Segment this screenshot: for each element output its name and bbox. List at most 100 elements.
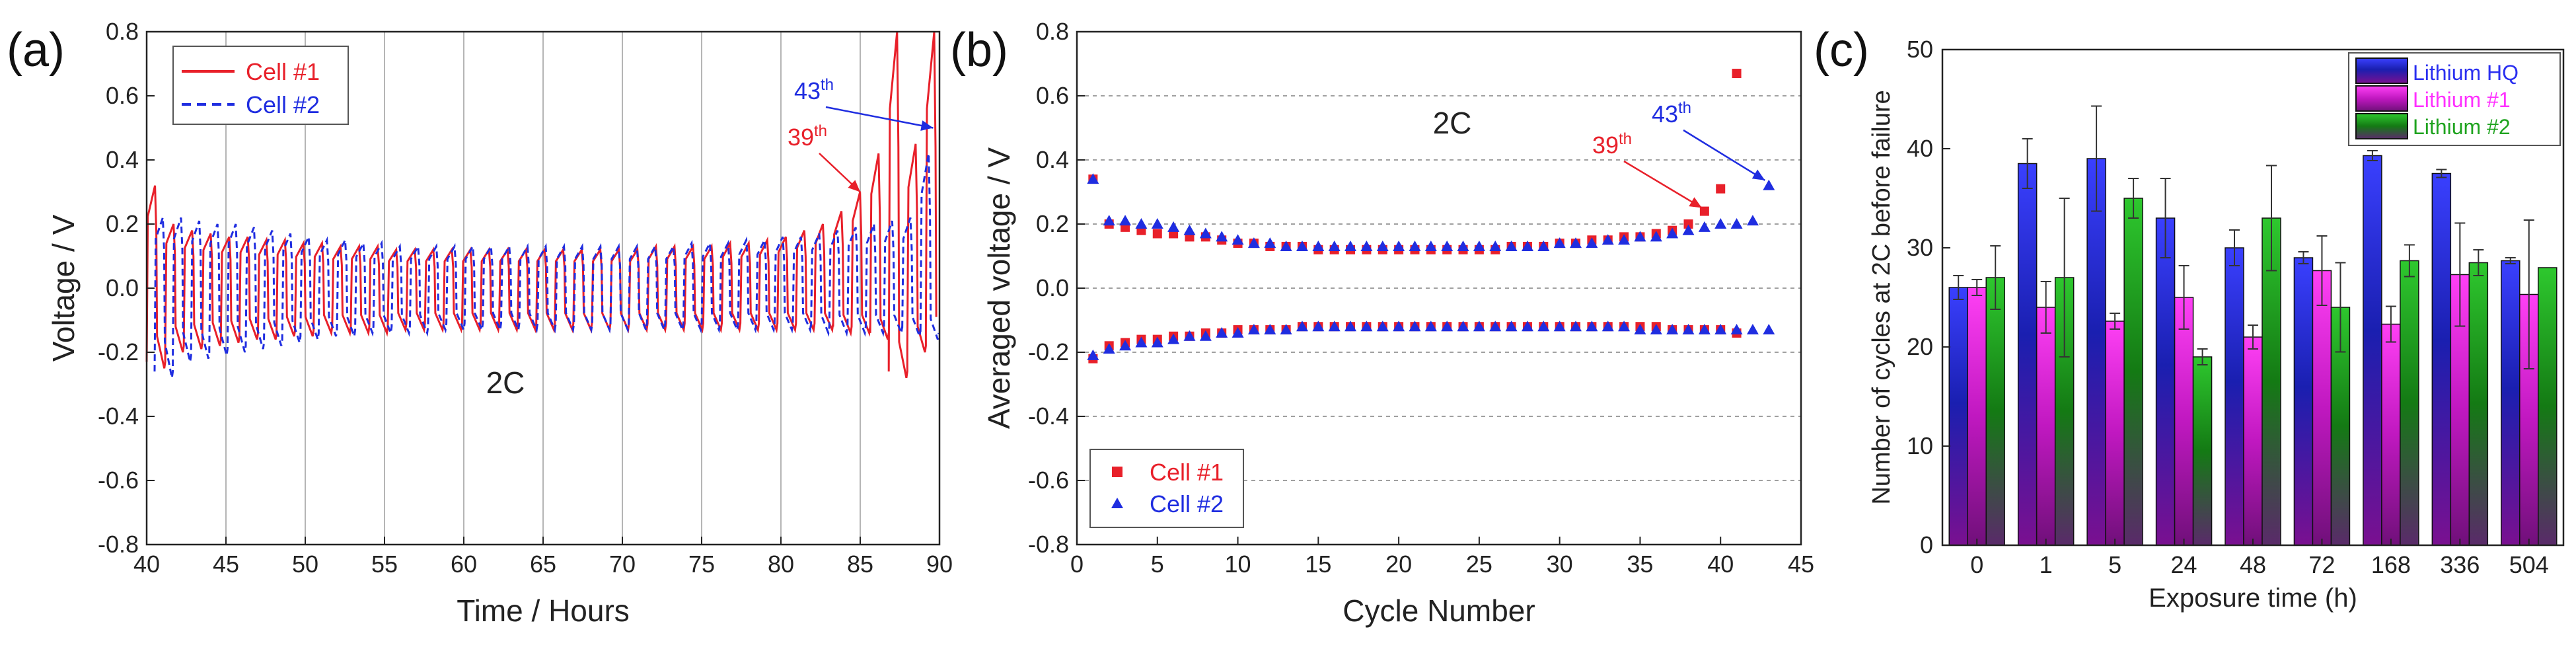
bar-lithium-1 xyxy=(2174,297,2194,546)
cell2-discharge-point xyxy=(1698,324,1711,335)
cell2-discharge-point xyxy=(1328,321,1341,332)
cell2-discharge-point xyxy=(1650,324,1662,335)
annotation-43th-a-arrow-line xyxy=(825,106,934,129)
x-tick-label: 40 xyxy=(1707,551,1734,578)
panel-a-label: (a) xyxy=(7,24,65,77)
legend-label-li1: Lithium #1 xyxy=(2413,88,2511,112)
cell2-discharge-point xyxy=(1682,324,1695,335)
panel-c: (c) 0 1 5 24 48 72 168 336 504 0 10 20 30 40 50 Expos… xyxy=(1814,24,2565,613)
x-tick-label: 1 xyxy=(2040,551,2053,578)
y-tick-label: 50 xyxy=(1907,36,1933,63)
cell2-charge-point xyxy=(1489,240,1502,251)
cell2-discharge-point xyxy=(1119,340,1132,351)
series-line-1 xyxy=(145,31,938,379)
cell2-discharge-point xyxy=(1634,324,1646,335)
y-tick-label: 0.6 xyxy=(106,82,139,109)
cell2-charge-point xyxy=(1746,215,1759,226)
cell2-discharge-point xyxy=(1521,321,1533,332)
cell1-charge-point xyxy=(1716,184,1726,194)
cell2-discharge-point xyxy=(1167,333,1180,344)
annotation-39th-a-sup: th xyxy=(814,122,827,140)
x-tick-label: 60 xyxy=(451,551,477,578)
bar-lithium-1 xyxy=(1967,287,1987,546)
cell2-charge-point xyxy=(1570,237,1582,248)
cell2-charge-point xyxy=(1521,240,1533,251)
cell2-charge-point xyxy=(1650,231,1662,242)
cell2-charge-point xyxy=(1199,227,1212,239)
cell2-charge-point xyxy=(1167,221,1180,232)
cell2-charge-point xyxy=(1087,173,1099,184)
cell2-discharge-point xyxy=(1618,321,1631,332)
x-tick-label: 168 xyxy=(2371,551,2411,578)
panel-c-xlabel: Exposure time (h) xyxy=(2149,584,2357,613)
cell2-discharge-point xyxy=(1441,321,1454,332)
cell2-charge-point xyxy=(1135,218,1148,229)
legend-label-cell2: Cell #2 xyxy=(246,91,320,118)
cell2-charge-point xyxy=(1216,231,1228,242)
cell2-discharge-point xyxy=(1183,330,1196,341)
cell2-charge-point xyxy=(1296,240,1308,251)
panel-a-legend-box xyxy=(172,46,349,125)
x-tick-label: 5 xyxy=(2108,551,2121,578)
y-tick-label: 30 xyxy=(1907,234,1933,261)
x-tick-label: 75 xyxy=(688,551,715,578)
panel-b-points xyxy=(1087,69,1775,363)
cell2-discharge-point xyxy=(1232,326,1244,338)
x-tick-label: 35 xyxy=(1627,551,1653,578)
legend-swatch-hq xyxy=(2355,57,2408,84)
cell2-charge-point xyxy=(1376,240,1389,251)
y-tick-label: 0.8 xyxy=(1036,18,1069,45)
cell2-charge-point xyxy=(1457,240,1469,251)
y-tick-label: -0.8 xyxy=(1028,531,1069,558)
bar-lithium-2 xyxy=(2400,260,2419,546)
cell2-charge-point xyxy=(1601,234,1614,245)
cell2-discharge-point xyxy=(1393,321,1405,332)
cell2-discharge-point xyxy=(1537,321,1550,332)
bar-lithium-hq xyxy=(2086,158,2106,546)
x-tick-label: 0 xyxy=(1070,551,1084,578)
cell1-charge-point xyxy=(1683,219,1693,229)
cell2-charge-point xyxy=(1280,240,1292,251)
x-tick-label: 48 xyxy=(2240,551,2266,578)
y-tick-label: 0.4 xyxy=(1036,146,1069,173)
cell1-charge-point xyxy=(1152,229,1162,239)
cell2-discharge-point xyxy=(1103,343,1115,354)
x-tick-label: 24 xyxy=(2171,551,2197,578)
cell2-charge-point xyxy=(1232,234,1244,245)
cell2-charge-point xyxy=(1264,237,1276,248)
panel-a-center-annotation: 2C xyxy=(486,365,525,400)
y-tick-label: 40 xyxy=(1907,135,1933,162)
bar-lithium-1 xyxy=(2243,336,2263,546)
bar-lithium-1 xyxy=(2036,307,2056,546)
cell2-charge-point xyxy=(1183,224,1196,235)
x-tick-label: 70 xyxy=(609,551,636,578)
bar-lithium-hq xyxy=(2501,260,2521,546)
legend-label-hq: Lithium HQ xyxy=(2413,61,2519,85)
annotation-43th-a-arrow-head xyxy=(920,120,934,131)
x-tick-label: 50 xyxy=(292,551,318,578)
cell2-discharge-point xyxy=(1135,336,1148,348)
bar-lithium-hq xyxy=(2225,247,2244,546)
legend-label-li2: Lithium #2 xyxy=(2413,115,2511,139)
panel-b-xticks: 0 5 10 15 20 25 30 35 40 45 xyxy=(1070,537,1814,578)
y-tick-label: 0.0 xyxy=(106,274,139,301)
panel-b-annotations: 39th 43th xyxy=(1592,99,1765,209)
bar-lithium-hq xyxy=(2017,163,2038,546)
annotation-43th-b-arrow-head xyxy=(1751,169,1765,180)
x-tick-label: 10 xyxy=(1225,551,1251,578)
cell2-charge-point xyxy=(1424,240,1437,251)
legend-swatch-li2 xyxy=(2355,113,2408,139)
annotation-43th-a-sup: th xyxy=(821,76,834,94)
cell2-discharge-point xyxy=(1586,321,1598,332)
x-tick-label: 45 xyxy=(1788,551,1814,578)
panel-a-lines xyxy=(145,31,940,379)
cell2-charge-point xyxy=(1103,215,1115,226)
cell2-discharge-point xyxy=(1570,321,1582,332)
cell2-charge-point xyxy=(1698,221,1711,232)
annotation-39th-b-arrow-head xyxy=(1689,197,1702,208)
cell2-charge-point xyxy=(1537,240,1550,251)
cell2-charge-point xyxy=(1763,179,1775,190)
cell2-charge-point xyxy=(1247,237,1260,248)
y-tick-label: -0.6 xyxy=(1028,467,1069,494)
bar-lithium-1 xyxy=(2381,323,2401,546)
